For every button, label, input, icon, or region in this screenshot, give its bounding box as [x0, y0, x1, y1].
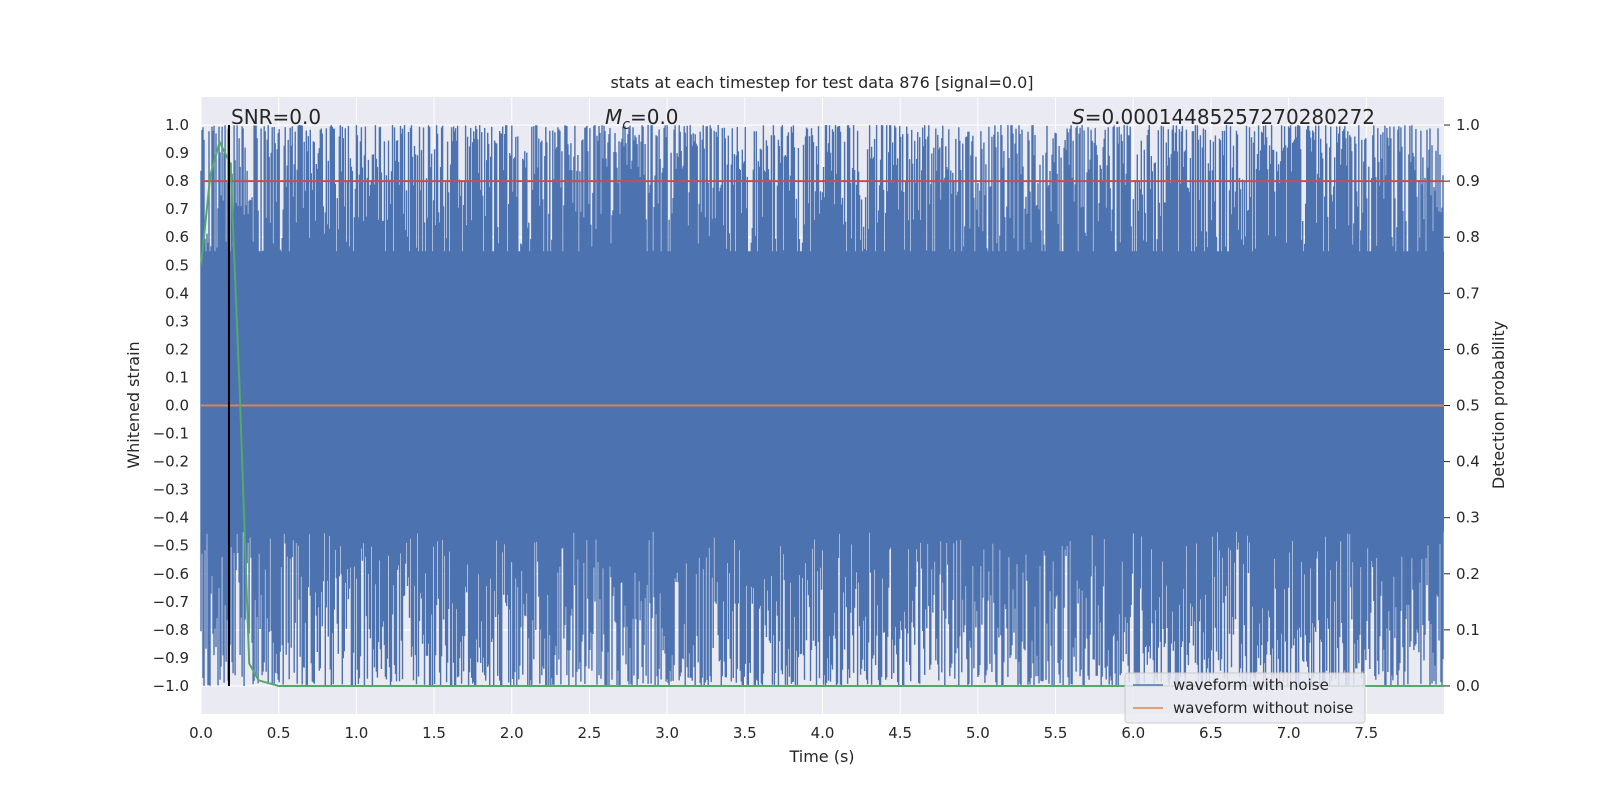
y-tick-label: 0.9	[165, 144, 189, 162]
y-tick-label: 0.6	[165, 228, 189, 246]
x-tick-label: 1.0	[344, 724, 368, 742]
x-tick-label: 7.0	[1277, 724, 1301, 742]
x-tick-label: 2.0	[500, 724, 524, 742]
y-axis-label: Whitened strain	[124, 341, 143, 468]
y-tick-label: 0.5	[165, 256, 189, 274]
x-tick-label: 7.5	[1354, 724, 1378, 742]
y-tick-label: 0.7	[165, 200, 189, 218]
legend-box	[1124, 672, 1366, 724]
y-tick-label: −0.5	[153, 537, 189, 555]
y-tick-label: 0.0	[165, 397, 189, 415]
x-tick-label: 1.5	[422, 724, 446, 742]
y2-tick-label: 0.8	[1456, 228, 1480, 246]
series-waveform-with-noise	[200, 125, 1444, 686]
y-tick-label: 1.0	[165, 116, 189, 134]
y2-tick-label: 1.0	[1456, 116, 1480, 134]
y-axis-ticks: 1.0 0.9 0.8 0.7 0.6 0.5 0.4 0.3 0.2 0.1 0.0 −0.1 −0.…	[153, 116, 189, 695]
mc-subscript: c	[622, 117, 630, 133]
y-tick-label: 0.3	[165, 312, 189, 330]
series-lines	[200, 125, 1444, 687]
y-tick-label: −0.3	[153, 481, 189, 499]
y-tick-label: −0.1	[153, 425, 189, 443]
x-tick-label: 4.0	[811, 724, 835, 742]
series-line-3	[200, 139, 1444, 687]
y-tick-label: −0.8	[153, 621, 189, 639]
x-tick-label: 0.0	[189, 724, 213, 742]
y-tick-label: −0.6	[153, 565, 189, 583]
legend-label-clean: waveform without noise	[1173, 699, 1353, 717]
x-tick-label: 6.0	[1121, 724, 1145, 742]
y2-tick-label: 0.1	[1456, 621, 1480, 639]
y-tick-label: −0.4	[153, 509, 189, 527]
s-annotation: S=0.00014485257270280272	[1072, 105, 1375, 129]
y-tick-label: −0.9	[153, 649, 189, 667]
y-tick-label: 0.2	[165, 340, 189, 358]
y-tick-label: −0.7	[153, 593, 189, 611]
y-tick-label: 0.4	[165, 284, 189, 302]
x-tick-label: 5.0	[966, 724, 990, 742]
x-tick-label: 6.5	[1199, 724, 1223, 742]
y2-tick-label: 0.0	[1456, 677, 1480, 695]
snr-annotation: SNR=0.0	[231, 105, 321, 129]
s-symbol: S	[1072, 105, 1085, 129]
x-axis-ticks: 0.0 0.5 1.0 1.5 2.0 2.5 3.0 3.5 4.0 4.5 5.0 5.5 6.0 6…	[189, 724, 1378, 742]
y2-tick-label: 0.7	[1456, 284, 1480, 302]
x-tick-label: 3.0	[655, 724, 679, 742]
y2-tick-label: 0.9	[1456, 172, 1480, 190]
legend-label-noisy: waveform with noise	[1173, 676, 1329, 694]
x-tick-label: 2.5	[578, 724, 602, 742]
y-tick-label: −0.2	[153, 453, 189, 471]
y2-tick-label: 0.5	[1456, 397, 1480, 415]
legend: waveform with noise waveform without noi…	[1124, 672, 1366, 724]
y-tick-label: −1.0	[153, 677, 189, 695]
chart-title: stats at each timestep for test data 876…	[610, 73, 1033, 92]
mc-value: =0.0	[630, 105, 679, 129]
y-tick-label: 0.8	[165, 172, 189, 190]
s-value: =0.00014485257270280272	[1085, 105, 1375, 129]
y2-tick-label: 0.4	[1456, 453, 1480, 471]
mc-symbol: M	[605, 105, 622, 129]
noisy-waveform-trace	[200, 125, 1444, 686]
x-tick-label: 4.5	[888, 724, 912, 742]
y2-axis-label: Detection probability	[1489, 321, 1508, 489]
x-tick-label: 3.5	[733, 724, 757, 742]
x-tick-label: 5.5	[1044, 724, 1068, 742]
y2-axis-ticks: 1.0 0.9 0.8 0.7 0.6 0.5 0.4 0.3 0.2 0.1 0.0	[1444, 116, 1480, 695]
x-axis-label: Time (s)	[788, 747, 854, 766]
mc-annotation: Mc=0.0	[605, 105, 679, 133]
y2-tick-label: 0.6	[1456, 340, 1480, 358]
y2-tick-label: 0.2	[1456, 565, 1480, 583]
x-tick-label: 0.5	[267, 724, 291, 742]
y-tick-label: 0.1	[165, 368, 189, 386]
y2-tick-label: 0.3	[1456, 509, 1480, 527]
